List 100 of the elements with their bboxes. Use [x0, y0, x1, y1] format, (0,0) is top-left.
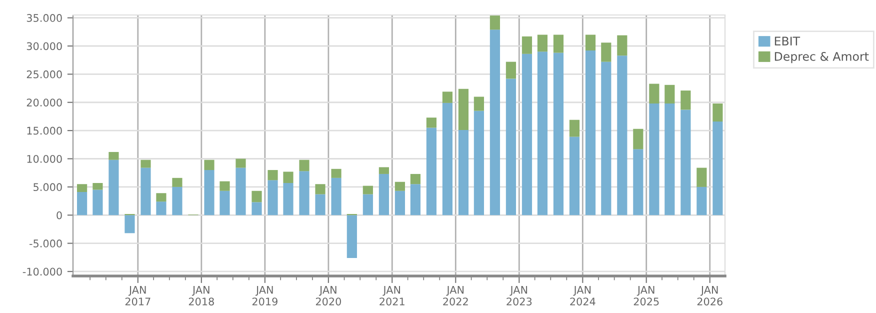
bar	[617, 56, 628, 216]
bar	[140, 168, 151, 216]
bar	[156, 193, 166, 202]
bar	[77, 184, 88, 192]
bar	[236, 168, 246, 216]
bar	[426, 118, 436, 128]
bar	[664, 104, 675, 216]
bar	[172, 178, 182, 187]
y-tick-label: 10.000	[27, 154, 62, 163]
bar	[283, 182, 294, 216]
bar	[664, 84, 675, 104]
bar	[252, 202, 262, 216]
bar	[553, 34, 564, 53]
legend-label: Deprec & Amort	[774, 52, 869, 64]
bar	[426, 128, 436, 216]
bar	[696, 186, 707, 216]
bar	[394, 190, 406, 216]
bar	[442, 92, 453, 103]
bar	[204, 160, 214, 170]
bar	[108, 152, 119, 160]
bar	[458, 130, 469, 216]
x-tick-label: JAN 2017	[125, 286, 150, 306]
bar	[394, 182, 406, 191]
bar	[299, 160, 310, 172]
bar	[92, 182, 103, 190]
bar	[410, 174, 420, 184]
bar	[649, 84, 660, 104]
bar	[522, 36, 532, 54]
bar	[346, 215, 357, 258]
bar	[362, 186, 373, 194]
bar	[633, 149, 644, 216]
x-tick-label: JAN 2022	[443, 286, 468, 306]
bar	[617, 35, 628, 56]
y-tick-label: 25.000	[26, 70, 62, 78]
bar	[268, 180, 278, 216]
bar	[537, 34, 548, 52]
bar	[108, 160, 119, 216]
bar	[362, 194, 373, 216]
bar	[77, 192, 88, 216]
bar	[458, 88, 469, 130]
bar	[490, 16, 500, 30]
bar	[220, 181, 230, 191]
bar	[569, 136, 580, 216]
y-tick-label: 20.000	[26, 98, 62, 106]
bar	[268, 170, 278, 180]
bar	[474, 96, 484, 111]
bar	[331, 178, 342, 216]
y-tick-label: -5.000	[30, 240, 62, 248]
bar	[712, 122, 723, 216]
bar	[378, 174, 389, 216]
x-tick-label: JAN 2023	[506, 286, 532, 306]
bar	[172, 186, 182, 216]
bar	[585, 34, 596, 51]
bar	[712, 104, 723, 122]
x-tick-label: JAN 2019	[252, 286, 278, 306]
bar	[124, 215, 135, 234]
bar	[537, 52, 548, 216]
y-tick-label: 5.000	[34, 183, 62, 192]
bar	[92, 190, 103, 216]
bar	[331, 168, 342, 178]
y-tick-label: 35.000	[26, 14, 62, 22]
bar	[156, 202, 166, 216]
y-tick-label: 0	[56, 211, 62, 220]
x-tick-label: JAN 2021	[380, 286, 404, 306]
bar	[569, 120, 580, 137]
bar	[315, 184, 326, 194]
bar	[140, 160, 151, 168]
x-tick-label: JAN 2024	[570, 286, 596, 306]
bar	[442, 102, 453, 216]
bar	[236, 158, 246, 168]
bar	[633, 128, 644, 150]
bar	[315, 194, 326, 216]
bar	[474, 110, 484, 216]
bar	[204, 170, 214, 216]
legend-label: EBIT	[774, 36, 800, 46]
bar	[601, 62, 612, 216]
bar	[680, 90, 691, 110]
y-tick-label: 30.000	[26, 42, 62, 50]
x-tick-label: JAN 2020	[316, 286, 342, 306]
bar	[490, 30, 500, 216]
bar	[410, 184, 420, 216]
y-tick-label: 15.000	[27, 126, 62, 135]
bar	[553, 52, 564, 216]
x-tick-label: JAN 2018	[188, 286, 214, 306]
bar	[601, 42, 612, 62]
bar	[378, 167, 389, 174]
bar	[506, 78, 516, 216]
bar	[220, 190, 230, 216]
bar	[252, 190, 262, 202]
bar	[680, 110, 691, 216]
bar	[283, 172, 294, 183]
bar	[585, 50, 596, 216]
x-tick-label: JAN 2026	[697, 286, 722, 306]
bar	[506, 62, 516, 79]
bar	[649, 104, 660, 216]
x-tick-label: JAN 2025	[634, 286, 659, 306]
y-tick-label: -10.000	[22, 268, 62, 276]
bar	[696, 168, 707, 187]
bar	[299, 171, 310, 216]
bar	[522, 54, 532, 216]
